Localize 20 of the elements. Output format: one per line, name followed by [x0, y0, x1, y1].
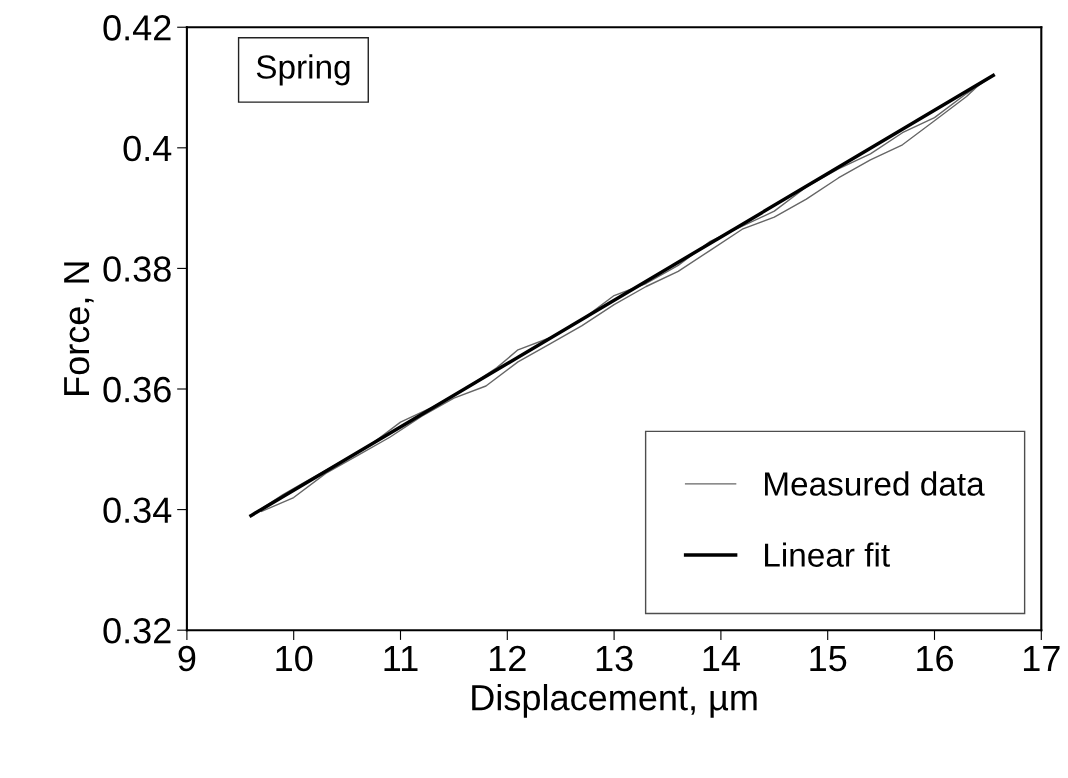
y-tick-label: 0.38: [103, 256, 171, 282]
y-tick-label: 0.36: [103, 376, 171, 403]
legend-label: Linear fit: [765, 542, 890, 567]
x-tick-label: 9: [178, 645, 196, 672]
x-tick-label: 12: [489, 645, 526, 671]
y-tick-label: 0.42: [103, 15, 171, 41]
x-tick-label: 14: [703, 646, 740, 671]
x-tick-label: 16: [917, 645, 953, 672]
x-tick-label: 11: [384, 646, 418, 671]
x-tick-label: 15: [810, 646, 847, 672]
x-axis-title: Displacement, µm: [472, 683, 757, 718]
y-tick-label: 0.32: [103, 618, 171, 644]
legend-label: Measured data: [765, 471, 985, 496]
y-axis-title: Force, N: [64, 262, 94, 395]
annotation: Spring: [256, 54, 350, 86]
x-tick-label: 17: [1023, 646, 1060, 671]
x-tick-label: 13: [596, 645, 633, 672]
y-tick-label: 0.4: [123, 135, 172, 162]
x-tick-label: 10: [276, 645, 313, 672]
y-tick-label: 0.34: [103, 497, 172, 524]
